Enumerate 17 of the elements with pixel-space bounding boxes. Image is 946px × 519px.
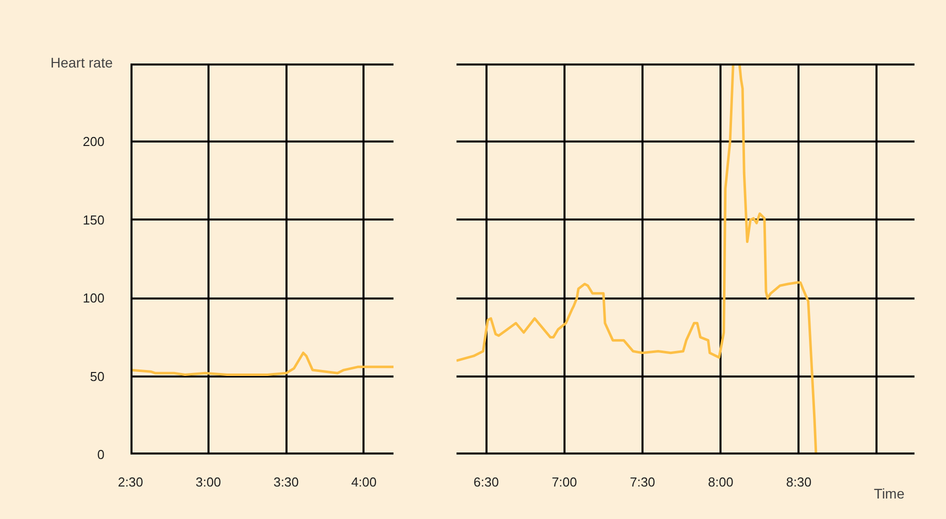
x-tick-label: 3:30 xyxy=(273,474,299,490)
x-tick-label: 4:00 xyxy=(351,474,377,490)
x-tick-label: 6:30 xyxy=(474,474,499,490)
x-tick-label: 8:00 xyxy=(708,474,734,490)
line-series xyxy=(130,352,394,376)
y-axis-title: Heart rate xyxy=(50,54,113,70)
x-axis-title: Time xyxy=(874,486,905,502)
x-tick-label: 3:00 xyxy=(196,474,221,490)
x-tick-label: 8:30 xyxy=(786,474,812,490)
x-tick-label: 7:00 xyxy=(552,474,578,490)
x-tick-label: 7:30 xyxy=(630,474,656,490)
y-tick-label: 0 xyxy=(97,447,105,462)
y-tick-label: 150 xyxy=(82,212,105,228)
y-tick-label: 50 xyxy=(90,368,105,384)
y-tick-label: 100 xyxy=(82,290,105,306)
y-tick-label: 200 xyxy=(82,134,105,150)
x-tick-label: 2:30 xyxy=(118,474,144,490)
